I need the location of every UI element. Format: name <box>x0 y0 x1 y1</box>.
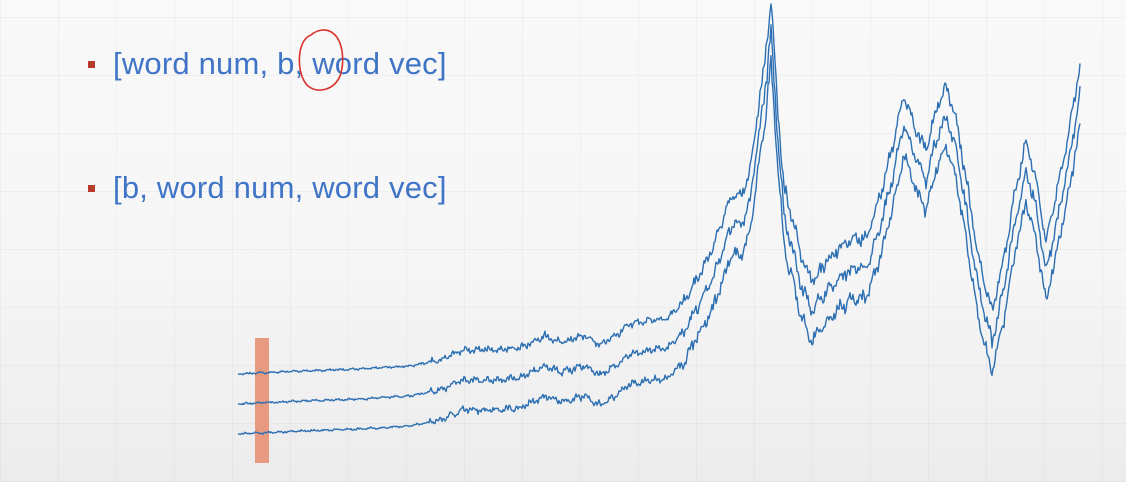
bullet-text-2: [b, word num, word vec] <box>113 170 447 205</box>
series-line-2 <box>238 24 1081 406</box>
bullet-item-1: [word num, b, word vec] <box>88 46 447 82</box>
series-line-1 <box>237 3 1081 376</box>
bullet-item-2: [b, word num, word vec] <box>88 170 447 206</box>
highlight-bar <box>255 338 269 463</box>
series-group <box>237 3 1081 435</box>
series-line-3 <box>238 55 1081 435</box>
circle-annotation <box>298 29 344 91</box>
bullet-square-icon <box>88 184 95 192</box>
bullet-square-icon <box>88 60 95 68</box>
bullet-text-1: [word num, b, word vec] <box>113 46 447 81</box>
